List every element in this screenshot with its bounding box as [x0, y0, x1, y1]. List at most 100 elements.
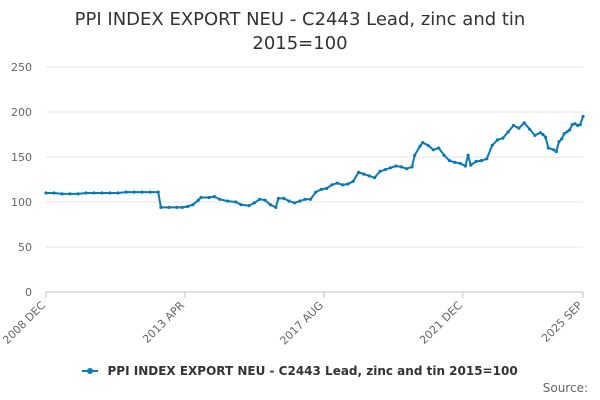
data-point[interactable] [466, 153, 470, 157]
data-point[interactable] [517, 126, 521, 130]
data-point[interactable] [335, 181, 339, 185]
data-point[interactable] [60, 192, 64, 196]
data-point[interactable] [442, 153, 446, 157]
data-point[interactable] [274, 205, 278, 209]
data-point[interactable] [389, 166, 393, 170]
data-point[interactable] [565, 130, 569, 134]
data-point[interactable] [116, 191, 120, 195]
data-point[interactable] [159, 205, 163, 209]
data-point[interactable] [180, 205, 184, 209]
data-point[interactable] [447, 159, 451, 163]
data-point[interactable] [308, 197, 313, 201]
data-point[interactable] [132, 190, 136, 194]
data-point[interactable] [247, 204, 251, 208]
data-point[interactable] [357, 170, 361, 174]
data-point[interactable] [463, 164, 467, 168]
data-point[interactable] [474, 159, 478, 164]
data-point[interactable] [258, 197, 262, 201]
data-point[interactable] [378, 169, 382, 173]
data-point[interactable] [314, 190, 318, 194]
data-point[interactable] [44, 191, 48, 195]
data-point[interactable] [218, 197, 222, 201]
data-point[interactable] [573, 122, 577, 126]
data-point[interactable] [303, 197, 307, 201]
data-point[interactable] [148, 190, 152, 194]
data-point[interactable] [541, 132, 545, 137]
data-point[interactable] [394, 164, 398, 168]
data-point[interactable] [552, 148, 556, 152]
data-point[interactable] [453, 160, 457, 164]
data-point[interactable] [383, 168, 387, 172]
data-point[interactable] [346, 182, 350, 186]
data-point[interactable] [373, 176, 377, 180]
data-point[interactable] [426, 143, 430, 147]
data-point[interactable] [506, 130, 510, 134]
data-point[interactable] [469, 163, 473, 167]
data-point[interactable] [282, 196, 286, 200]
data-point[interactable] [418, 144, 422, 148]
data-point[interactable] [263, 198, 267, 202]
data-point[interactable] [124, 190, 128, 194]
data-point[interactable] [324, 186, 329, 191]
data-point[interactable] [560, 137, 564, 141]
chart-legend[interactable]: PPI INDEX EXPORT NEU - C2443 Lead, zinc … [0, 364, 600, 378]
data-point[interactable] [410, 165, 414, 169]
data-point[interactable] [413, 153, 417, 157]
data-point[interactable] [84, 191, 88, 195]
data-point[interactable] [239, 203, 243, 207]
data-point[interactable] [351, 179, 355, 183]
data-point[interactable] [167, 205, 171, 209]
data-point[interactable] [399, 165, 403, 169]
data-point[interactable] [458, 161, 462, 165]
data-point[interactable] [207, 195, 211, 200]
data-point[interactable] [191, 203, 195, 207]
data-point[interactable] [212, 195, 216, 199]
data-point[interactable] [252, 201, 256, 205]
data-point[interactable] [367, 174, 371, 178]
data-point[interactable] [76, 192, 80, 196]
data-point[interactable] [581, 114, 585, 119]
data-point[interactable] [276, 196, 280, 200]
data-point[interactable] [234, 200, 238, 204]
data-point[interactable] [140, 190, 144, 194]
data-point[interactable] [533, 133, 537, 137]
data-point[interactable] [528, 127, 532, 131]
data-point[interactable] [196, 198, 200, 202]
data-point[interactable] [522, 121, 526, 125]
data-point[interactable] [319, 187, 323, 191]
data-point[interactable] [437, 146, 441, 150]
data-point[interactable] [495, 138, 500, 142]
data-point[interactable] [52, 191, 56, 195]
data-point[interactable] [362, 172, 366, 176]
data-point[interactable] [485, 157, 489, 161]
data-point[interactable] [100, 191, 104, 195]
data-point[interactable] [68, 192, 72, 196]
data-point[interactable] [501, 136, 505, 140]
data-point[interactable] [292, 201, 297, 205]
data-point[interactable] [490, 143, 494, 147]
data-point[interactable] [108, 191, 112, 195]
data-point[interactable] [421, 141, 425, 145]
data-point[interactable] [538, 131, 542, 135]
data-point[interactable] [156, 190, 160, 194]
data-point[interactable] [578, 123, 582, 127]
data-point[interactable] [557, 140, 561, 144]
data-point[interactable] [175, 205, 179, 209]
data-point[interactable] [298, 199, 302, 203]
data-point[interactable] [92, 191, 96, 195]
data-point[interactable] [562, 132, 566, 136]
data-point[interactable] [287, 199, 291, 203]
data-point[interactable] [330, 183, 334, 187]
data-point[interactable] [554, 150, 558, 154]
data-point[interactable] [186, 204, 190, 209]
data-point[interactable] [576, 123, 580, 128]
data-point[interactable] [341, 183, 345, 187]
data-point[interactable] [544, 135, 548, 139]
data-point[interactable] [431, 148, 435, 152]
data-point[interactable] [479, 159, 484, 163]
data-point[interactable] [226, 199, 230, 203]
data-point[interactable] [199, 195, 203, 200]
data-point[interactable] [511, 123, 516, 128]
data-point[interactable] [268, 203, 272, 207]
data-point[interactable] [570, 123, 574, 127]
